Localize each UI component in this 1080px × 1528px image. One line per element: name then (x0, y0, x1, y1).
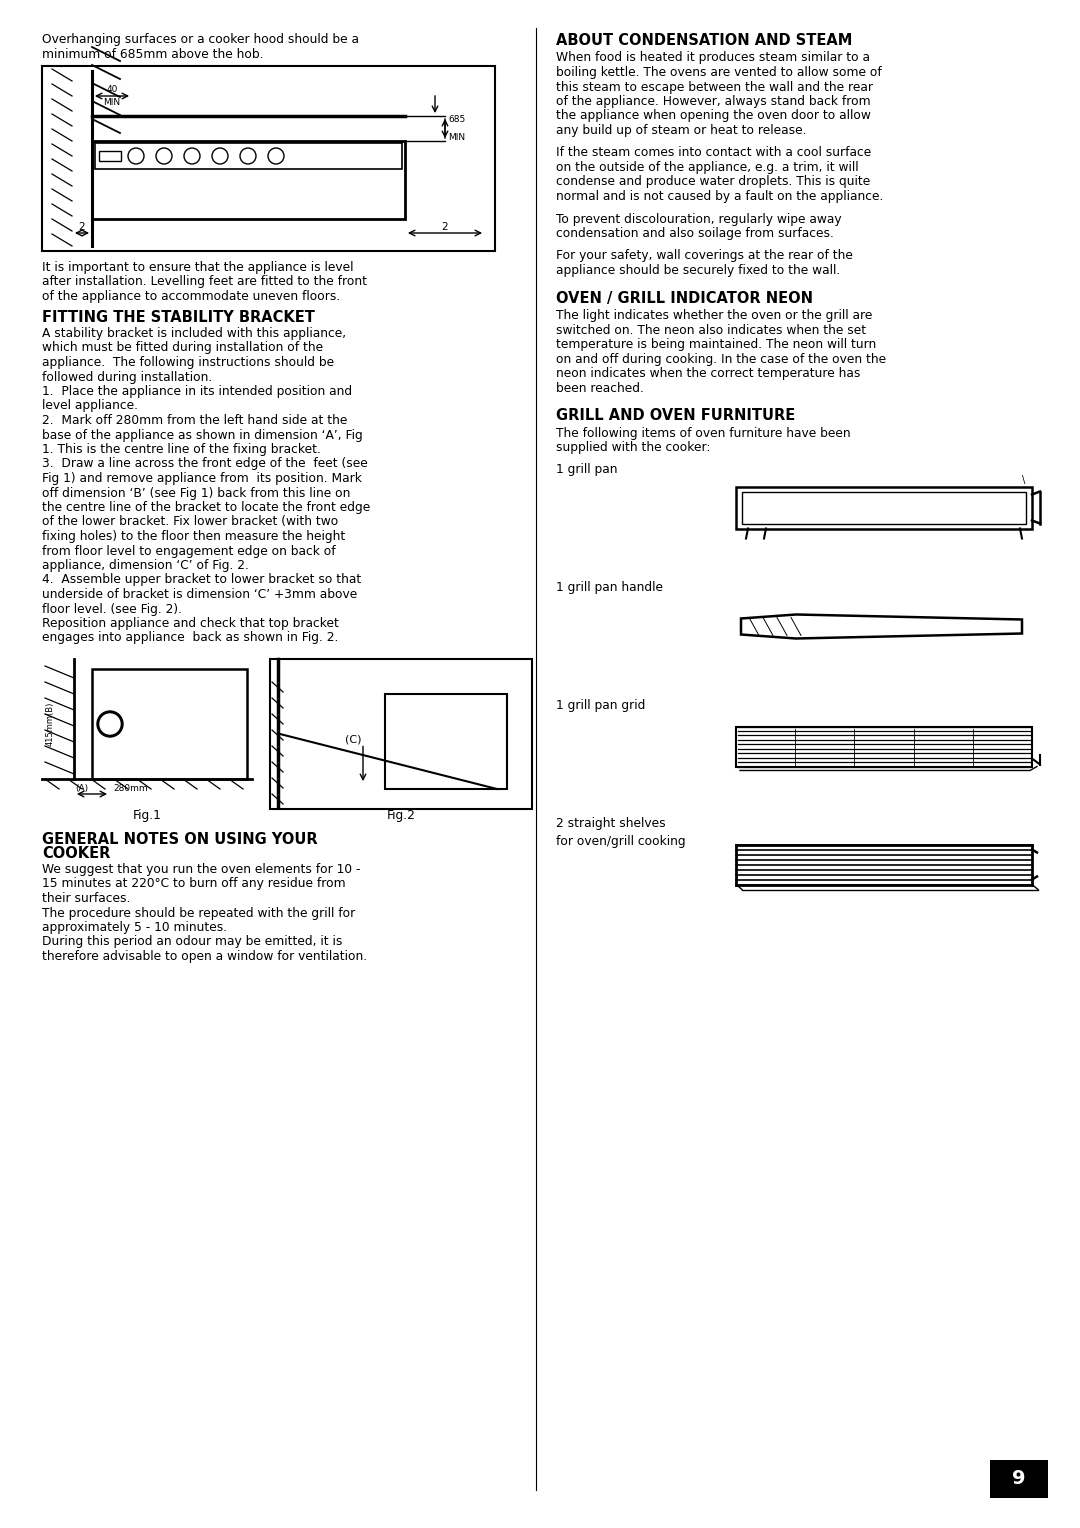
Text: COOKER: COOKER (42, 847, 110, 862)
Text: GRILL AND OVEN FURNITURE: GRILL AND OVEN FURNITURE (556, 408, 795, 423)
Text: 685: 685 (448, 116, 465, 124)
Text: therefore advisable to open a window for ventilation.: therefore advisable to open a window for… (42, 950, 367, 963)
Text: fixing holes) to the floor then measure the height: fixing holes) to the floor then measure … (42, 530, 346, 542)
Text: appliance should be securely fixed to the wall.: appliance should be securely fixed to th… (556, 264, 840, 277)
Text: During this period an odour may be emitted, it is: During this period an odour may be emitt… (42, 935, 342, 949)
Text: Reposition appliance and check that top bracket: Reposition appliance and check that top … (42, 617, 339, 630)
Text: approximately 5 - 10 minutes.: approximately 5 - 10 minutes. (42, 921, 227, 934)
Text: of the appliance. However, always stand back from: of the appliance. However, always stand … (556, 95, 870, 108)
Text: switched on. The neon also indicates when the set: switched on. The neon also indicates whe… (556, 324, 866, 336)
Text: been reached.: been reached. (556, 382, 644, 394)
Text: 9: 9 (1012, 1470, 1026, 1488)
Text: this steam to escape between the wall and the rear: this steam to escape between the wall an… (556, 81, 873, 93)
Text: The following items of oven furniture have been: The following items of oven furniture ha… (556, 426, 851, 440)
Text: Fig.2: Fig.2 (387, 808, 416, 822)
Text: 1 grill pan handle: 1 grill pan handle (556, 582, 663, 594)
Bar (742, 492, 1026, 524)
Text: condensation and also soilage from surfaces.: condensation and also soilage from surfa… (556, 228, 834, 240)
Text: underside of bracket is dimension ‘C’ +3mm above: underside of bracket is dimension ‘C’ +3… (42, 588, 357, 601)
Bar (384, 694, 507, 788)
Text: minimum of 685mm above the hob.: minimum of 685mm above the hob. (42, 47, 264, 61)
Circle shape (100, 714, 120, 733)
Text: When food is heated it produces steam similar to a: When food is heated it produces steam si… (556, 52, 870, 64)
Text: which must be fitted during installation of the: which must be fitted during installation… (42, 341, 323, 354)
Text: temperature is being maintained. The neon will turn: temperature is being maintained. The neo… (556, 338, 876, 351)
Text: 2: 2 (442, 222, 448, 232)
Text: 40: 40 (106, 86, 118, 95)
Text: engages into appliance  back as shown in Fig. 2.: engages into appliance back as shown in … (42, 631, 338, 645)
Text: level appliance.: level appliance. (42, 399, 138, 413)
Text: 415mm(B): 415mm(B) (46, 701, 55, 746)
Text: neon indicates when the correct temperature has: neon indicates when the correct temperat… (556, 367, 861, 380)
Bar (99, 151, 121, 160)
Text: (A): (A) (75, 784, 89, 793)
Text: To prevent discolouration, regularly wipe away: To prevent discolouration, regularly wip… (556, 212, 841, 226)
Text: MIN: MIN (448, 133, 465, 142)
Text: normal and is not caused by a fault on the appliance.: normal and is not caused by a fault on t… (556, 189, 883, 203)
Text: 1 grill pan: 1 grill pan (556, 463, 618, 477)
Text: Fig 1) and remove appliance from  its position. Mark: Fig 1) and remove appliance from its pos… (42, 472, 362, 484)
Text: A stability bracket is included with this appliance,: A stability bracket is included with thi… (42, 327, 346, 341)
Text: of the appliance to accommodate uneven floors.: of the appliance to accommodate uneven f… (42, 290, 340, 303)
Text: followed during installation.: followed during installation. (42, 370, 213, 384)
Text: 3.  Draw a line across the front edge of the  feet (see: 3. Draw a line across the front edge of … (42, 457, 368, 471)
Bar (990, 1459, 1048, 1497)
Text: 1 grill pan grid: 1 grill pan grid (556, 700, 646, 712)
Text: condense and produce water droplets. This is quite: condense and produce water droplets. Thi… (556, 176, 870, 188)
Text: on the outside of the appliance, e.g. a trim, it will: on the outside of the appliance, e.g. a … (556, 160, 859, 174)
Text: appliance, dimension ‘C’ of Fig. 2.: appliance, dimension ‘C’ of Fig. 2. (42, 559, 248, 571)
Text: 2: 2 (79, 222, 85, 232)
Text: 4.  Assemble upper bracket to lower bracket so that: 4. Assemble upper bracket to lower brack… (42, 573, 361, 587)
Text: 280mm: 280mm (113, 784, 148, 793)
Bar (92, 141, 405, 219)
Text: MIN: MIN (104, 98, 121, 107)
Text: 1.  Place the appliance in its intended position and: 1. Place the appliance in its intended p… (42, 385, 352, 397)
Text: GENERAL NOTES ON USING YOUR: GENERAL NOTES ON USING YOUR (42, 833, 318, 847)
Text: supplied with the cooker:: supplied with the cooker: (556, 442, 711, 454)
Text: OVEN / GRILL INDICATOR NEON: OVEN / GRILL INDICATOR NEON (556, 290, 813, 306)
Text: 15 minutes at 220°C to burn off any residue from: 15 minutes at 220°C to burn off any resi… (42, 877, 346, 891)
Text: appliance.  The following instructions should be: appliance. The following instructions sh… (42, 356, 334, 368)
Text: Overhanging surfaces or a cooker hood should be a: Overhanging surfaces or a cooker hood sh… (42, 34, 359, 46)
Text: For your safety, wall coverings at the rear of the: For your safety, wall coverings at the r… (556, 249, 853, 263)
Text: floor level. (see Fig. 2).: floor level. (see Fig. 2). (42, 602, 183, 616)
Circle shape (97, 711, 123, 736)
Text: on and off during cooking. In the case of the oven the: on and off during cooking. In the case o… (556, 353, 886, 365)
Text: their surfaces.: their surfaces. (42, 892, 131, 905)
Text: The procedure should be repeated with the grill for: The procedure should be repeated with th… (42, 906, 355, 920)
Text: (C): (C) (345, 735, 361, 744)
Text: FITTING THE STABILITY BRACKET: FITTING THE STABILITY BRACKET (42, 310, 315, 325)
Text: It is important to ensure that the appliance is level: It is important to ensure that the appli… (42, 261, 353, 274)
Bar (270, 659, 532, 808)
Text: boiling kettle. The ovens are vented to allow some of: boiling kettle. The ovens are vented to … (556, 66, 881, 79)
Text: base of the appliance as shown in dimension ‘A’, Fig: base of the appliance as shown in dimens… (42, 428, 363, 442)
Text: 1. This is the centre line of the fixing bracket.: 1. This is the centre line of the fixing… (42, 443, 321, 455)
Text: If the steam comes into contact with a cool surface: If the steam comes into contact with a c… (556, 147, 872, 159)
Text: off dimension ‘B’ (see Fig 1) back from this line on: off dimension ‘B’ (see Fig 1) back from … (42, 486, 350, 500)
Text: of the lower bracket. Fix lower bracket (with two: of the lower bracket. Fix lower bracket … (42, 515, 338, 529)
Bar (95, 144, 402, 170)
Text: We suggest that you run the oven elements for 10 -: We suggest that you run the oven element… (42, 863, 361, 876)
Text: any build up of steam or heat to release.: any build up of steam or heat to release… (556, 124, 807, 138)
Text: the appliance when opening the oven door to allow: the appliance when opening the oven door… (556, 110, 870, 122)
Text: 2 straight shelves
for oven/grill cooking: 2 straight shelves for oven/grill cookin… (556, 817, 686, 848)
Text: ABOUT CONDENSATION AND STEAM: ABOUT CONDENSATION AND STEAM (556, 34, 852, 47)
Text: \: \ (1023, 475, 1026, 486)
Text: the centre line of the bracket to locate the front edge: the centre line of the bracket to locate… (42, 501, 370, 513)
Bar (92, 669, 247, 779)
Text: Fig.1: Fig.1 (133, 808, 161, 822)
Bar (735, 486, 1032, 529)
Text: 2.  Mark off 280mm from the left hand side at the: 2. Mark off 280mm from the left hand sid… (42, 414, 348, 426)
Text: after installation. Levelling feet are fitted to the front: after installation. Levelling feet are f… (42, 275, 367, 289)
Text: from floor level to engagement edge on back of: from floor level to engagement edge on b… (42, 544, 336, 558)
Bar (42, 66, 495, 251)
Bar (735, 726, 1032, 767)
Text: The light indicates whether the oven or the grill are: The light indicates whether the oven or … (556, 309, 873, 322)
